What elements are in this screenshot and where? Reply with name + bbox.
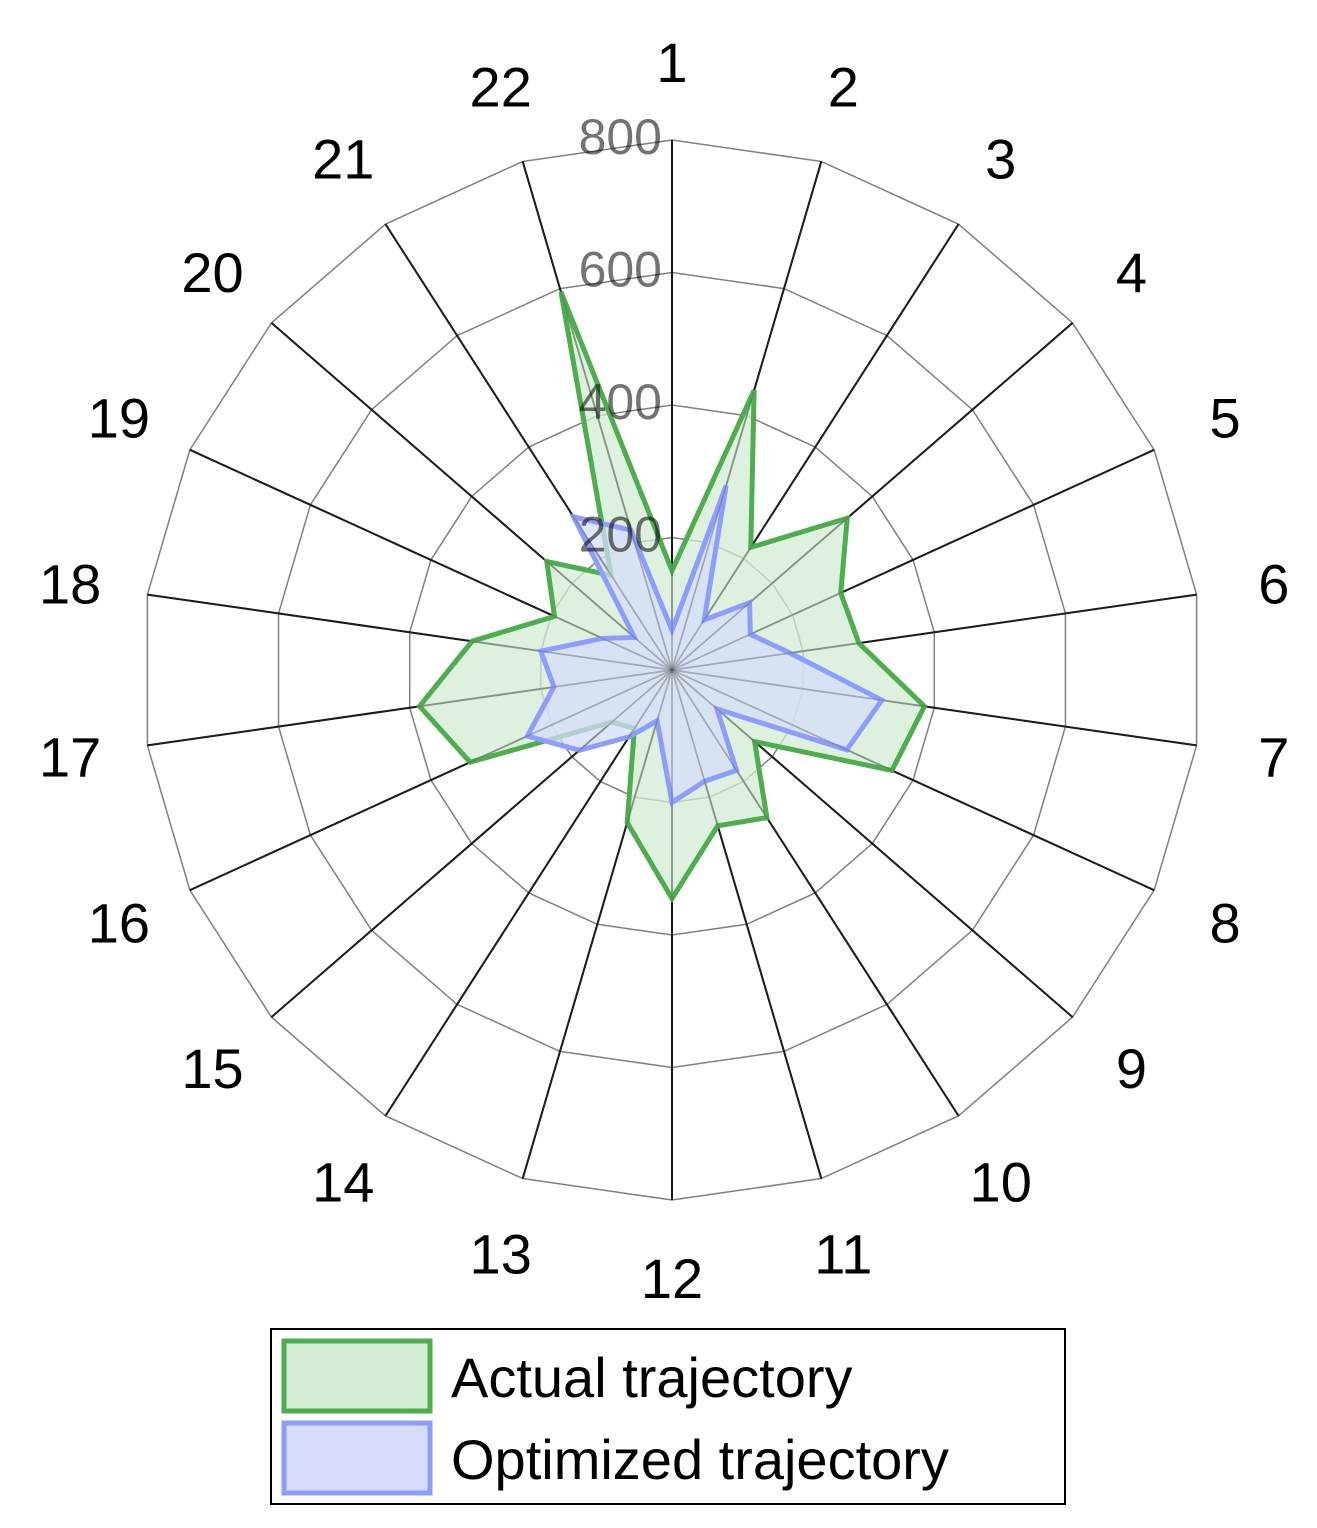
category-label-19: 19 [88,386,150,449]
category-label-9: 9 [1116,1037,1147,1100]
legend-swatch-optimized [281,1420,433,1496]
tick-label-800: 800 [579,109,662,165]
tick-label-400: 400 [579,374,662,430]
category-label-6: 6 [1258,552,1289,615]
spoke-overlay-9 [671,669,1074,1018]
spoke-overlay-21 [384,223,673,671]
category-label-13: 13 [470,1222,532,1285]
spoke-overlay-14 [384,669,673,1117]
series-layer [147,140,1197,1200]
spoke-overlay-18 [147,593,673,671]
category-label-20: 20 [181,241,243,304]
category-label-10: 10 [970,1150,1032,1213]
category-label-3: 3 [985,128,1016,191]
spoke-overlay-11 [671,669,823,1179]
category-label-5: 5 [1209,386,1240,449]
legend-label-optimized: Optimized trajectory [451,1428,949,1491]
category-label-21: 21 [312,128,374,191]
legend-swatch-actual [281,1338,433,1414]
spoke-overlay-3 [671,223,960,671]
tick-label-200: 200 [579,507,662,563]
spoke-overlay-16 [189,669,673,891]
category-label-12: 12 [641,1247,703,1310]
category-label-11: 11 [814,1222,872,1285]
spoke-overlay-6 [671,593,1197,671]
legend-label-actual: Actual trajectory [451,1346,853,1409]
category-label-14: 14 [312,1150,374,1213]
spoke-overlay-20 [270,322,673,671]
spoke-overlay-17 [147,669,673,747]
spoke-overlay-8 [671,669,1155,891]
spoke-overlay-5 [671,449,1155,671]
category-label-17: 17 [39,726,101,789]
category-label-7: 7 [1258,726,1289,789]
spoke-overlay-4 [671,322,1074,671]
tick-label-600: 600 [579,242,662,298]
category-label-22: 22 [470,56,532,119]
category-label-16: 16 [88,892,150,955]
legend: Actual trajectory Optimized trajectory [270,1328,1066,1505]
spoke-overlay-10 [671,669,960,1117]
category-label-4: 4 [1116,241,1147,304]
spoke-14 [384,669,673,1117]
spoke-overlay-22 [521,161,673,671]
spoke-overlay-19 [189,449,673,671]
spoke-overlay-2 [671,161,823,671]
category-label-2: 2 [828,56,859,119]
spoke-overlay-13 [521,669,673,1179]
spoke-overlay-7 [671,669,1197,747]
category-label-15: 15 [181,1037,243,1100]
radial-tick-labels: 200 400 600 800 [579,109,662,563]
category-label-18: 18 [39,552,101,615]
spoke-overlay-15 [270,669,673,1018]
category-label-1: 1 [656,31,687,94]
category-label-8: 8 [1209,892,1240,955]
